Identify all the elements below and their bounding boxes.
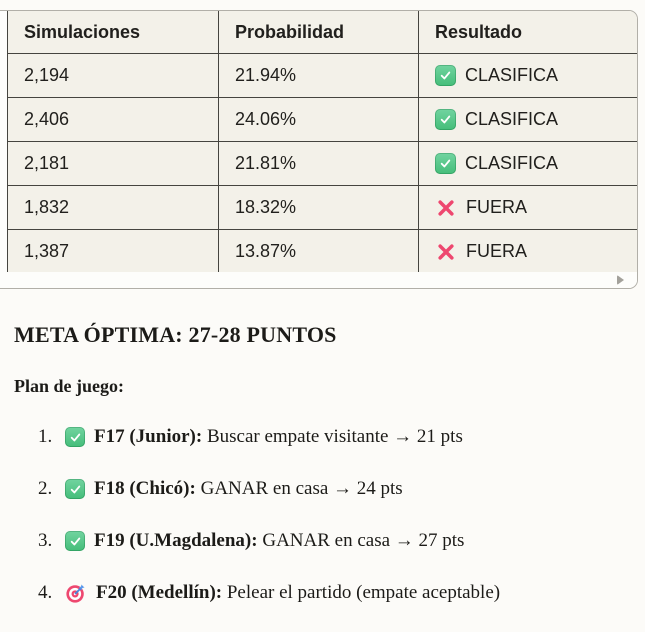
resultado-cell: CLASIFICA: [418, 141, 637, 186]
column-header-simulaciones: Simulaciones: [7, 11, 219, 54]
simulaciones-cell: 1,387: [7, 229, 219, 274]
table-row: 2,194 21.94% CLASIFICA: [7, 53, 637, 98]
check-icon: [65, 479, 85, 499]
list-item: 2. F18 (Chicó): GANAR en casa → 24 pts: [38, 476, 634, 502]
check-icon: [65, 427, 85, 447]
match-label: F19 (U.Magdalena):: [94, 530, 258, 551]
status-label: CLASIFICA: [465, 65, 559, 85]
analysis-section: META ÓPTIMA: 27-28 PUNTOS Plan de juego:…: [14, 322, 634, 632]
match-plan-text: Buscar empate visitante → 21 pts: [206, 426, 463, 447]
check-icon: [435, 153, 456, 174]
meta-optima-heading: META ÓPTIMA: 27-28 PUNTOS: [14, 322, 337, 347]
list-number: 3.: [38, 530, 53, 551]
list-number: 2.: [38, 478, 53, 499]
resultado-cell: FUERA: [418, 185, 637, 230]
column-header-probabilidad: Probabilidad: [218, 11, 419, 54]
simulaciones-cell: 1,832: [7, 185, 219, 230]
status-label: FUERA: [466, 197, 528, 217]
probabilidad-cell: 13.87%: [218, 229, 419, 274]
check-icon: [435, 65, 456, 86]
match-label: F20 (Medellín):: [96, 582, 223, 603]
cross-icon: [435, 197, 457, 219]
check-icon: [435, 109, 456, 130]
simulaciones-cell: 2,406: [7, 97, 219, 142]
status-label: FUERA: [466, 241, 528, 261]
right-arrow-icon[interactable]: [617, 275, 624, 285]
resultado-cell: CLASIFICA: [418, 53, 637, 98]
horizontal-scrollbar[interactable]: [0, 272, 637, 288]
status-label: CLASIFICA: [465, 153, 559, 173]
table-header-row: Simulaciones Probabilidad Resultado: [7, 11, 637, 54]
resultado-cell: CLASIFICA: [418, 97, 637, 142]
probabilidad-cell: 24.06%: [218, 97, 419, 142]
match-label: F18 (Chicó):: [94, 478, 196, 499]
probabilidad-cell: 18.32%: [218, 185, 419, 230]
table-row: 2,406 24.06% CLASIFICA: [7, 97, 637, 142]
probabilidad-cell: 21.81%: [218, 141, 419, 186]
match-plan-text: GANAR en casa → 24 pts: [200, 478, 403, 499]
dart-icon: [65, 582, 87, 604]
simulation-table: Simulaciones Probabilidad Resultado 2,19…: [7, 11, 637, 274]
list-number: 4.: [38, 582, 53, 603]
cross-icon: [435, 241, 457, 263]
plan-list: 1. F17 (Junior): Buscar empate visitante…: [14, 424, 634, 606]
match-plan-text: Pelear el partido (empate aceptable): [226, 582, 501, 603]
simulaciones-cell: 2,181: [7, 141, 219, 186]
table-scroll-container[interactable]: Simulaciones Probabilidad Resultado 2,19…: [0, 10, 638, 289]
plan-de-juego-subheading: Plan de juego:: [14, 376, 124, 396]
resultado-cell: FUERA: [418, 229, 637, 274]
table-row: 1,832 18.32% FUERA: [7, 185, 637, 230]
list-item: 3. F19 (U.Magdalena): GANAR en casa → 27…: [38, 528, 634, 554]
column-header-resultado: Resultado: [418, 11, 637, 54]
match-plan-text: GANAR en casa → 27 pts: [262, 530, 465, 551]
table-row: 2,181 21.81% CLASIFICA: [7, 141, 637, 186]
probabilidad-cell: 21.94%: [218, 53, 419, 98]
simulaciones-cell: 2,194: [7, 53, 219, 98]
match-label: F17 (Junior):: [94, 426, 203, 447]
check-icon: [65, 531, 85, 551]
table-row: 1,387 13.87% FUERA: [7, 229, 637, 274]
list-number: 1.: [38, 426, 53, 447]
status-label: CLASIFICA: [465, 109, 559, 129]
list-item: 1. F17 (Junior): Buscar empate visitante…: [38, 424, 634, 450]
list-item: 4. F20 (Medellín): Pelear el partido (em…: [38, 580, 634, 606]
